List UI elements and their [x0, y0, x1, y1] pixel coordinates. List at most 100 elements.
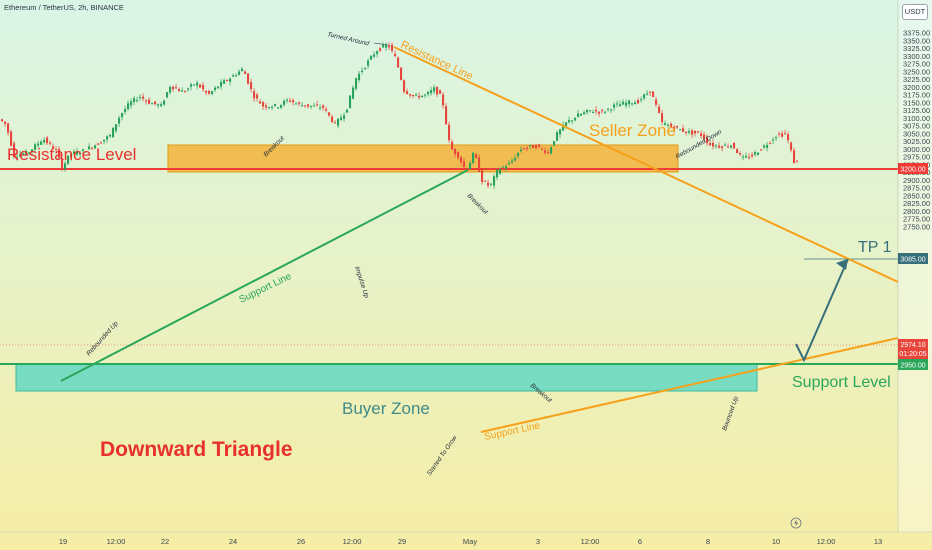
- candle-body: [670, 123, 673, 127]
- resistance-level-label: Resistance Level: [7, 145, 136, 164]
- candle-body: [175, 87, 178, 89]
- price-tick-label: 3100.00: [903, 114, 930, 123]
- candle-body: [694, 130, 697, 134]
- candle-body: [100, 142, 103, 144]
- candle-body: [658, 106, 661, 113]
- tag-2950-bg: [898, 359, 928, 370]
- currency-button[interactable]: USDT: [902, 4, 928, 20]
- candle-body: [616, 103, 619, 105]
- candle-body: [115, 124, 118, 131]
- candle-body: [796, 160, 799, 162]
- candle-body: [589, 110, 592, 112]
- time-tick-label: 12:00: [817, 537, 836, 546]
- time-tick-label: 12:00: [107, 537, 126, 546]
- candle-body: [55, 149, 58, 151]
- candle-body: [601, 110, 604, 112]
- candle-body: [466, 168, 469, 171]
- candle-body: [583, 112, 586, 115]
- candle-body: [478, 157, 481, 172]
- price-tick-label: 2825.00: [903, 199, 930, 208]
- candle-body: [619, 104, 622, 107]
- candle-body: [715, 145, 718, 147]
- downward-triangle-label: Downward Triangle: [100, 438, 293, 461]
- lightning-icon[interactable]: [790, 517, 802, 529]
- price-tick-label: 3150.00: [903, 98, 930, 107]
- candle-body: [568, 120, 571, 123]
- candle-body: [700, 133, 703, 136]
- candle-body: [112, 127, 115, 138]
- candle-body: [676, 125, 679, 128]
- candle-body: [280, 104, 283, 108]
- candle-body: [481, 170, 484, 183]
- lightning-icon-glyph: [794, 519, 799, 527]
- price-tick-label: 2775.00: [903, 215, 930, 224]
- candle-body: [316, 104, 319, 106]
- candle-body: [772, 139, 775, 141]
- time-axis[interactable]: 19 12:00 22 24 26 12:00 29 May 3 12:00 6 8 10 12:00 13: [59, 537, 882, 546]
- candle-body: [13, 143, 16, 158]
- price-tick-label: 2800.00: [903, 207, 930, 216]
- candle-body: [730, 145, 733, 148]
- price-tick-label: 3050.00: [903, 129, 930, 138]
- candle-body: [457, 151, 460, 158]
- candle-body: [793, 150, 796, 164]
- candle-body: [277, 107, 280, 109]
- candle-body: [283, 100, 286, 105]
- candle-body: [475, 154, 478, 158]
- tag-tp-text: 3085.00: [900, 257, 925, 264]
- candle-body: [415, 94, 418, 96]
- candle-body: [136, 100, 139, 102]
- candle-body: [91, 147, 94, 149]
- candle-body: [598, 111, 601, 114]
- tag-3200-text: 3200.00: [900, 167, 925, 174]
- candle-body: [613, 104, 616, 108]
- candle-body: [121, 113, 124, 118]
- candle-body: [217, 86, 220, 89]
- candle-body: [784, 133, 787, 135]
- candle-body: [412, 94, 415, 96]
- candle-body: [517, 152, 520, 157]
- candle-body: [118, 117, 121, 124]
- candle-body: [685, 131, 688, 133]
- price-tick-label: 2875.00: [903, 184, 930, 193]
- candle-body: [511, 160, 514, 163]
- candle-body: [706, 137, 709, 144]
- candle-body: [622, 101, 625, 105]
- candle-body: [604, 111, 607, 113]
- candle-body: [193, 84, 196, 86]
- time-tick-label: 12:00: [343, 537, 362, 546]
- price-tick-label: 3025.00: [903, 137, 930, 146]
- candle-body: [160, 104, 163, 106]
- candle-body: [133, 98, 136, 103]
- candle-body: [538, 144, 541, 147]
- candle-body: [448, 124, 451, 141]
- candle-body: [148, 99, 151, 104]
- candle-body: [541, 148, 544, 150]
- candle-body: [238, 71, 241, 75]
- candle-body: [391, 44, 394, 51]
- buyer-zone-label: Buyer Zone: [342, 399, 430, 418]
- candle-body: [154, 101, 157, 105]
- candle-body: [274, 104, 277, 106]
- candle-body: [364, 67, 367, 69]
- candle-body: [196, 82, 199, 86]
- price-axis[interactable]: 3375.003350.003325.003300.003275.003250.…: [903, 29, 930, 232]
- candle-body: [34, 144, 37, 150]
- candle-body: [520, 149, 523, 152]
- candle-body: [295, 103, 298, 105]
- candle-body: [268, 107, 271, 109]
- candle-body: [187, 88, 190, 90]
- candle-body: [1, 119, 4, 122]
- candle-body: [307, 104, 310, 107]
- candle-body: [79, 153, 82, 155]
- candle-body: [319, 107, 322, 109]
- candle-body: [691, 130, 694, 135]
- candle-body: [433, 87, 436, 92]
- candle-body: [58, 149, 61, 158]
- candle-body: [445, 106, 448, 125]
- price-tick-label: 2900.00: [903, 176, 930, 185]
- candle-body: [742, 156, 745, 158]
- candle-body: [334, 122, 337, 124]
